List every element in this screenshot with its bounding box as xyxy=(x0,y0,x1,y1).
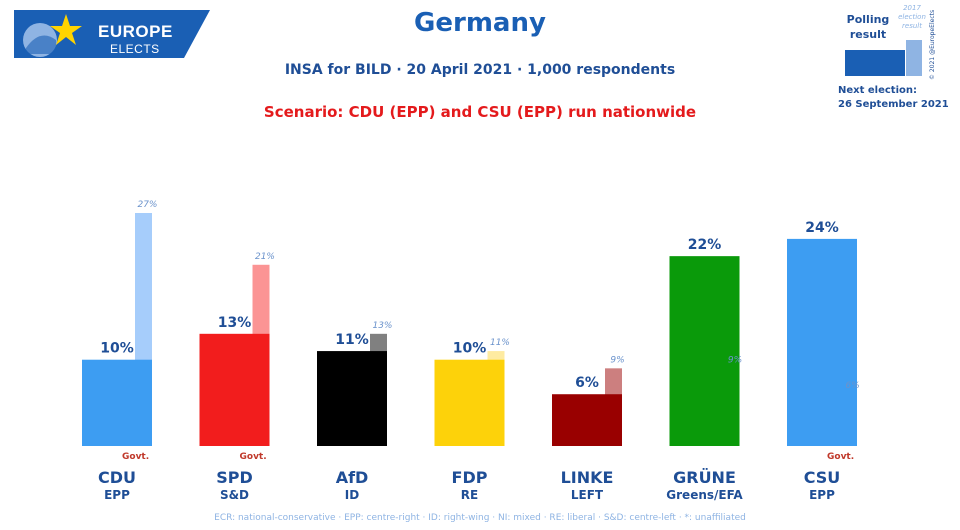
bar-poll-afd xyxy=(317,351,387,446)
label-2017-spd: 21% xyxy=(255,252,275,262)
party-name: FDP xyxy=(451,468,488,487)
label-2017-csu: 6% xyxy=(845,381,859,391)
bar-poll-cdu xyxy=(82,359,152,446)
party-name: LINKE xyxy=(560,468,614,487)
chart-subtitle: INSA for BILD · 20 April 2021 · 1,000 re… xyxy=(284,62,676,78)
party-label-grne: GRÜNE Greens/EFA xyxy=(650,468,760,503)
label-2017-cdu: 27% xyxy=(137,200,157,210)
logo-line2: ELECTS xyxy=(110,42,160,56)
legend-2017-swatch xyxy=(906,40,922,76)
party-name: AfD xyxy=(335,468,369,487)
bar-poll-linke xyxy=(552,394,622,446)
label-2017-fdp: 11% xyxy=(490,338,510,348)
party-group: S&D xyxy=(219,488,250,502)
party-group: ID xyxy=(344,488,360,502)
party-name: GRÜNE xyxy=(673,468,736,487)
label-poll-spd: 13% xyxy=(218,315,252,331)
party-name: CDU xyxy=(97,468,136,487)
bar-poll-csu xyxy=(787,238,857,446)
party-group: RE xyxy=(460,488,479,502)
party-label-afd: AfD ID xyxy=(297,468,407,503)
party-name: SPD xyxy=(216,468,253,487)
party-label-cdu: CDU EPP xyxy=(62,468,172,503)
party-group: LEFT xyxy=(570,488,604,502)
label-2017-linke: 9% xyxy=(610,355,624,365)
bar-poll-spd xyxy=(199,333,270,446)
label-poll-linke: 6% xyxy=(575,375,599,391)
party-group: EPP xyxy=(809,488,835,502)
label-poll-grne: 22% xyxy=(688,237,722,253)
chart-title: Germany xyxy=(414,8,546,38)
label-poll-csu: 24% xyxy=(805,220,839,236)
label-poll-afd: 11% xyxy=(335,332,369,348)
govt-marker-csu: Govt. xyxy=(827,452,855,462)
legend-2017-result: 2017 election result xyxy=(898,4,926,30)
logo-graphic xyxy=(14,10,210,58)
party-label-linke: LINKE LEFT xyxy=(532,468,642,503)
party-label-spd: SPD S&D xyxy=(180,468,290,503)
govt-marker-cdu: Govt. xyxy=(122,452,150,462)
bar-chart: 10%27%13%21%11%13%10% 11%6%9%22%9%24%6% xyxy=(82,200,860,446)
label-2017-afd: 13% xyxy=(372,321,392,331)
next-election-info: Next election: 26 September 2021 xyxy=(838,84,949,112)
legend-polling-result: Polling result xyxy=(846,13,890,41)
europe-elects-logo: EUROPE ELECTS xyxy=(14,10,210,58)
label-poll-cdu: 10% xyxy=(100,341,134,357)
label-2017-grne: 9% xyxy=(728,355,742,365)
bar-poll-grne xyxy=(669,256,740,446)
footnote-legend: ECR: national-conservative · EPP: centre… xyxy=(214,513,746,523)
next-election-label: Next election: xyxy=(838,85,917,96)
legend-polling-swatch xyxy=(845,50,905,76)
next-election-date: 26 September 2021 xyxy=(838,99,949,110)
bar-poll-fdp xyxy=(434,359,505,446)
logo-line1: EUROPE xyxy=(98,22,173,41)
party-label-csu: CSU EPP xyxy=(767,468,877,503)
party-group: Greens/EFA xyxy=(666,488,743,502)
legend-copyright: © 2021 @EuropeElects xyxy=(929,10,936,80)
party-name: CSU xyxy=(803,468,841,487)
party-label-fdp: FDP RE xyxy=(415,468,525,503)
scenario-note: Scenario: CDU (EPP) and CSU (EPP) run na… xyxy=(263,103,697,121)
label-poll-fdp: 10% xyxy=(453,341,487,357)
party-group: EPP xyxy=(104,488,130,502)
copyright-text: © 2021 @EuropeElects xyxy=(929,10,936,80)
govt-marker-spd: Govt. xyxy=(239,452,267,462)
